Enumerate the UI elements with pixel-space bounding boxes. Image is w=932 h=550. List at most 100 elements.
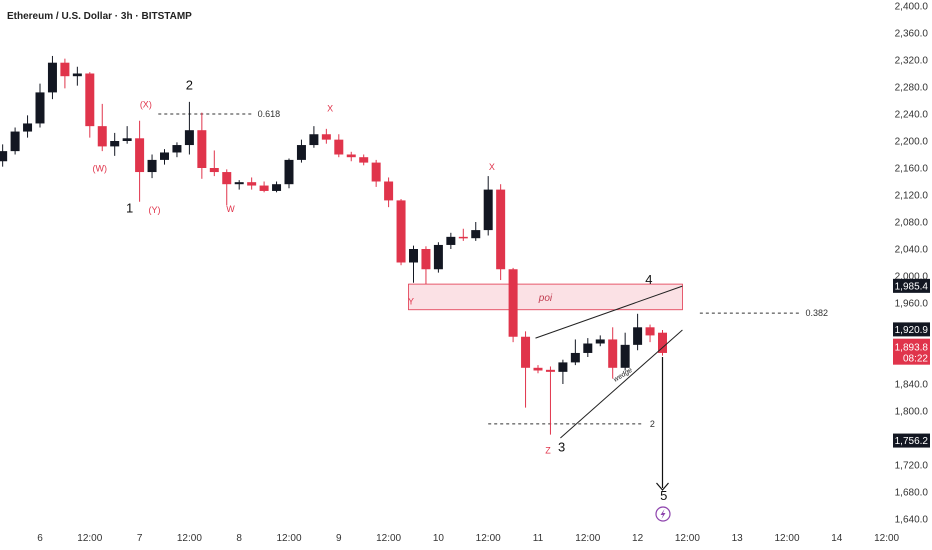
y-tick-label: 1,720.0 <box>895 461 929 472</box>
candle-body <box>570 352 580 363</box>
candle-body <box>247 182 257 186</box>
current-price-text: 1,893.8 <box>895 343 929 354</box>
y-tick-label: 1,800.0 <box>895 407 929 418</box>
candle-body <box>446 236 456 245</box>
y-tick-label: 2,160.0 <box>895 164 929 175</box>
candle-body <box>458 236 468 239</box>
candle-body <box>184 130 194 146</box>
candle-body <box>508 269 518 337</box>
candle-body <box>433 244 443 270</box>
x-tick-label: 12:00 <box>774 533 799 544</box>
target-arrow <box>655 357 671 522</box>
candle-body <box>172 145 182 153</box>
candles <box>0 55 667 435</box>
x-tick-label: 12:00 <box>177 533 202 544</box>
y-tick-label: 2,120.0 <box>895 191 929 202</box>
candle-body <box>0 151 8 162</box>
poi-label: poi <box>538 293 553 304</box>
candle-body <box>471 230 481 239</box>
candle-body <box>658 332 667 353</box>
price-tag <box>893 278 930 293</box>
candle-body <box>272 184 282 191</box>
price-tag <box>893 322 930 337</box>
level-label: 0.382 <box>805 308 828 318</box>
candle-body <box>35 92 45 124</box>
chart-title: Ethereum / U.S. Dollar · 3h · BITSTAMP <box>7 11 192 22</box>
x-tick-label: 12:00 <box>575 533 600 544</box>
candle-body <box>209 168 219 173</box>
wave-label: Z <box>545 446 551 456</box>
candle-body <box>110 141 120 147</box>
candle-body <box>197 130 207 168</box>
x-tick-label: 11 <box>533 533 544 544</box>
x-tick-label: 12:00 <box>276 533 301 544</box>
candle-body <box>47 62 57 93</box>
candle-body <box>645 327 655 336</box>
poi-zone: poi <box>408 283 683 311</box>
candle-body <box>620 344 630 368</box>
wave-label: Y <box>408 296 414 306</box>
y-tick-label: 2,200.0 <box>895 137 929 148</box>
countdown-text: 08:22 <box>903 354 928 365</box>
candle-body <box>222 172 232 185</box>
candle-body <box>72 73 82 77</box>
level-label: 0.618 <box>258 109 281 119</box>
candle-body <box>545 369 555 372</box>
x-tick-label: 10 <box>433 533 445 544</box>
x-tick-label: 13 <box>732 533 744 544</box>
wave-label: 4 <box>645 272 652 287</box>
candle-body <box>396 200 406 263</box>
candle-body <box>259 185 269 191</box>
x-tick-label: 8 <box>236 533 242 544</box>
wave-label: X <box>327 103 333 113</box>
wave-label: (W) <box>93 163 108 173</box>
y-tick-label: 2,400.0 <box>895 2 929 13</box>
candle-body <box>496 189 506 270</box>
x-tick-label: 12 <box>632 533 644 544</box>
candle-body <box>160 152 169 160</box>
y-tick-label: 2,320.0 <box>895 56 929 67</box>
wedge-lower-line <box>560 329 683 439</box>
poi-rect <box>408 283 683 311</box>
lightning-bolt <box>660 509 666 519</box>
y-tick-label: 1,960.0 <box>895 299 929 310</box>
wave-label: X <box>489 162 495 172</box>
y-tick-label: 2,240.0 <box>895 110 929 121</box>
wave-label: (Y) <box>149 205 161 215</box>
candle-body <box>85 73 95 127</box>
candle-body <box>371 162 381 182</box>
candle-body <box>595 339 605 344</box>
current-price-tag <box>893 338 930 365</box>
candle-body <box>135 138 145 173</box>
candle-body <box>483 189 493 231</box>
candle-body <box>583 343 593 353</box>
candle-body <box>97 126 107 147</box>
y-tick-label: 2,040.0 <box>895 245 929 256</box>
lightning-icon <box>655 506 671 522</box>
x-tick-label: 6 <box>37 533 43 544</box>
candle-body <box>521 336 531 368</box>
arrow-head <box>656 482 669 491</box>
price-tag-text: 1,920.9 <box>895 325 929 336</box>
candle-body <box>234 182 244 185</box>
y-tick-label: 2,080.0 <box>895 218 929 229</box>
time-axis[interactable]: 6 12:00 7 12:00 8 12:00 9 12:00 10 12:00 11 12:00 12… <box>37 533 899 544</box>
x-tick-label: 12:00 <box>376 533 401 544</box>
wave-labels: (X) (W) 1 (Y) 2 W X X Y Z 3 4 5 <box>93 78 668 503</box>
candle-body <box>533 367 543 371</box>
candle-body <box>60 62 70 77</box>
candle-body <box>384 181 394 201</box>
candle-body <box>608 339 618 368</box>
y-tick-label: 1,640.0 <box>895 515 929 526</box>
price-tags: 1,985.4 1,920.9 1,756.2 1,893.808:22 <box>893 278 930 448</box>
x-tick-label: 9 <box>336 533 342 544</box>
candle-body <box>334 139 344 155</box>
level-lines: 0.618 0.382 2 <box>158 109 828 429</box>
candle-body <box>122 138 132 141</box>
candle-body <box>23 123 33 132</box>
price-tag <box>893 433 930 448</box>
wave-label: 3 <box>558 440 565 455</box>
wave-label: 2 <box>186 78 193 93</box>
